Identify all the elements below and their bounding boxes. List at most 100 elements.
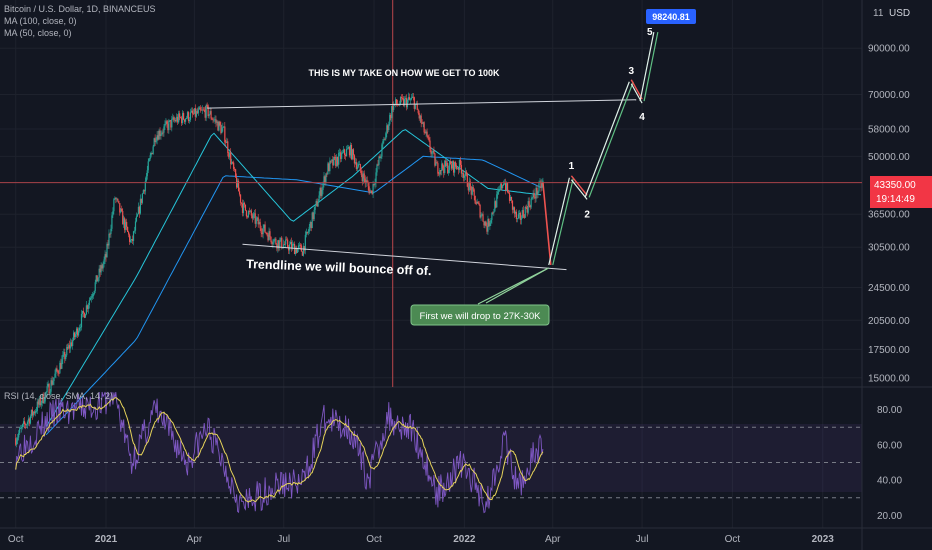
candle-body — [234, 168, 236, 170]
candle-body — [226, 141, 228, 143]
candle-body — [244, 204, 247, 211]
time-tick-label: Jul — [277, 534, 290, 545]
candle-body — [36, 401, 38, 412]
candles[interactable] — [15, 92, 544, 448]
candle-body — [266, 233, 268, 235]
candle-body — [408, 97, 411, 100]
candle-body — [514, 211, 517, 214]
candle-body — [424, 132, 426, 134]
price-tick-label: 36500.00 — [868, 210, 910, 221]
candle-body — [327, 163, 329, 175]
candle-body — [128, 234, 131, 242]
candle-body — [183, 119, 186, 122]
ma50-legend[interactable]: MA (50, close, 0) — [4, 28, 72, 38]
candle-body — [491, 212, 493, 220]
candle-body — [283, 244, 285, 248]
candle-body — [232, 162, 234, 163]
drop-callout[interactable]: First we will drop to 27K-30K — [410, 304, 550, 326]
candle-body — [268, 231, 270, 241]
projected-drop[interactable] — [542, 182, 552, 266]
candle-body — [86, 305, 88, 309]
candle-body — [148, 158, 150, 162]
candle-body — [104, 254, 106, 260]
candle-body — [57, 370, 59, 374]
lower-trendline[interactable] — [242, 243, 567, 271]
candle-body — [301, 251, 303, 256]
currency-label[interactable]: USD — [889, 8, 910, 19]
trendlines[interactable] — [207, 99, 637, 271]
candle-body — [423, 122, 425, 133]
candle-body — [479, 205, 481, 218]
candle-body — [328, 163, 330, 172]
candle-body — [180, 117, 182, 119]
candle-body — [91, 296, 93, 298]
upper-trendline[interactable] — [207, 99, 637, 109]
candle-body — [136, 214, 139, 217]
candle-body — [457, 168, 460, 170]
candle-body — [356, 166, 358, 170]
candle-body — [538, 182, 540, 192]
candle-body — [343, 149, 345, 153]
current-price-badge[interactable]: 43350.00 19:14:49 — [870, 176, 932, 208]
candle-body — [339, 152, 341, 154]
candle-body — [490, 219, 492, 223]
candle-body — [531, 197, 533, 199]
rsi-legend[interactable]: RSI (14, close, SMA, 14, 2) — [4, 391, 114, 401]
candle-body — [348, 146, 351, 156]
candle-body — [508, 192, 511, 201]
candle-body — [200, 109, 202, 111]
candle-body — [302, 246, 304, 256]
candle-body — [370, 190, 372, 192]
candle-body — [299, 244, 302, 246]
candle-body — [62, 354, 64, 360]
rsi-lines — [15, 391, 544, 514]
candle-body — [481, 214, 483, 216]
candle-body — [233, 162, 235, 169]
candle-body — [195, 111, 197, 117]
candle-body — [38, 397, 40, 405]
candle-body — [192, 113, 195, 115]
candle-body — [211, 118, 213, 120]
candle-body — [204, 110, 206, 118]
candle-body — [409, 99, 411, 101]
candle-body — [115, 198, 117, 200]
candle-body — [98, 268, 100, 278]
candle-body — [134, 221, 137, 231]
price-axis[interactable]: 90000.00 70000.00 58000.00 50000.00 36500.00… — [868, 44, 910, 522]
candle-body — [132, 231, 135, 241]
candle-body — [155, 140, 157, 143]
candle-body — [362, 173, 364, 182]
candle-body — [119, 203, 121, 213]
candle-body — [67, 347, 69, 349]
wave-segment-down — [630, 79, 643, 100]
candle-body — [374, 182, 376, 185]
candle-body — [47, 384, 49, 387]
candle-body — [389, 114, 391, 125]
symbol-title[interactable]: Bitcoin / U.S. Dollar, 1D, BINANCEUS — [4, 4, 156, 14]
candle-body — [455, 166, 458, 169]
target-badge[interactable]: 98240.81 — [646, 9, 696, 24]
candle-body — [346, 148, 349, 150]
candle-body — [120, 208, 122, 213]
projection[interactable]: 1 2 3 4 5 — [477, 27, 659, 305]
candle-body — [127, 226, 129, 232]
candle-body — [420, 115, 422, 124]
candle-body — [27, 418, 30, 422]
time-axis[interactable]: Oct 2021 Apr Jul Oct 2022 Apr Jul Oct 2023 — [8, 534, 834, 545]
candle-body — [33, 411, 35, 414]
ma100-line — [45, 155, 542, 436]
candle-body — [438, 173, 440, 175]
candle-body — [24, 424, 27, 426]
candle-body — [230, 152, 232, 165]
price-tick-label: 58000.00 — [868, 125, 910, 136]
candle-body — [203, 109, 205, 111]
candle-body — [317, 202, 319, 207]
candle-body — [34, 411, 36, 414]
candle-body — [76, 328, 79, 336]
candle-body — [537, 191, 539, 195]
headline-annotation[interactable]: THIS IS MY TAKE ON HOW WE GET TO 100K — [308, 68, 500, 78]
ma100-legend[interactable]: MA (100, close, 0) — [4, 16, 77, 26]
candle-body — [497, 191, 499, 195]
